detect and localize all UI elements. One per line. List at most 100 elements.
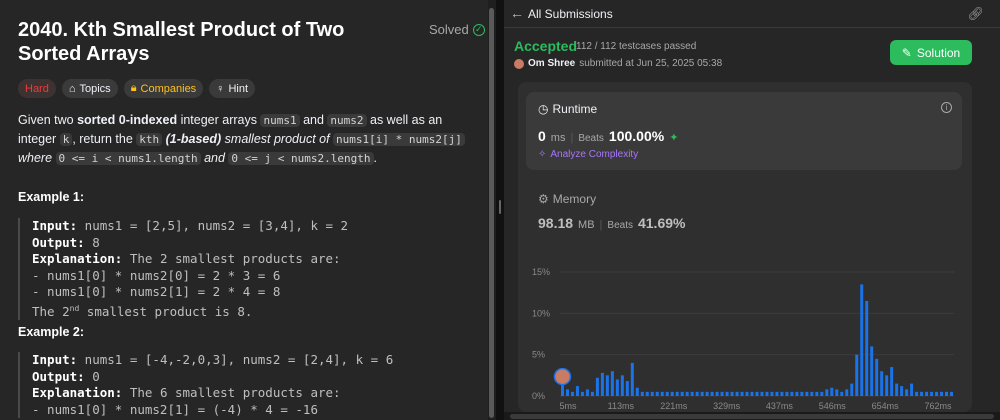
back-arrow-icon[interactable]: ← — [510, 5, 524, 21]
chart-bar[interactable] — [865, 300, 869, 396]
chart-bar[interactable] — [860, 284, 864, 396]
chart-bar[interactable] — [720, 391, 724, 396]
chart-bar[interactable] — [560, 383, 564, 396]
chart-bar[interactable] — [590, 391, 594, 396]
chart-bar[interactable] — [805, 391, 809, 396]
chart-bar[interactable] — [895, 383, 899, 396]
chart-bar[interactable] — [770, 391, 774, 396]
chart-bar[interactable] — [710, 391, 714, 396]
chart-bar[interactable] — [820, 391, 824, 396]
chart-bar[interactable] — [830, 387, 834, 396]
chart-bar[interactable] — [630, 362, 634, 396]
chart-bar[interactable] — [730, 391, 734, 396]
chart-bar[interactable] — [920, 391, 924, 396]
chart-bar[interactable] — [740, 391, 744, 396]
chart-bar[interactable] — [670, 391, 674, 396]
desc-text: as well as an integer — [18, 113, 443, 146]
chart-bar[interactable] — [795, 391, 799, 396]
runtime-card[interactable]: ◷ Runtime i 0 ms | Beats 100.00% ✦ ✧ Ana… — [526, 92, 962, 170]
desc-text: Given two — [18, 113, 78, 127]
solution-button[interactable]: ✎ Solution — [890, 40, 972, 65]
chart-bar[interactable] — [760, 391, 764, 396]
chart-bar[interactable] — [790, 391, 794, 396]
chart-bar[interactable] — [785, 391, 789, 396]
chart-bar[interactable] — [650, 391, 654, 396]
chart-bar[interactable] — [845, 389, 849, 396]
chart-bar[interactable] — [580, 391, 584, 396]
chart-bar[interactable] — [780, 391, 784, 396]
chart-bar[interactable] — [675, 391, 679, 396]
chart-bar[interactable] — [880, 371, 884, 396]
chart-bar[interactable] — [660, 391, 664, 396]
chart-bar[interactable] — [815, 391, 819, 396]
chart-bar[interactable] — [825, 389, 829, 396]
chart-bar[interactable] — [595, 377, 599, 396]
chart-bar[interactable] — [680, 391, 684, 396]
check-circle-icon: ✓ — [472, 23, 485, 36]
chart-bar[interactable] — [800, 391, 804, 396]
chart-bar[interactable] — [910, 383, 914, 396]
chart-bar[interactable] — [685, 391, 689, 396]
chart-bar[interactable] — [905, 389, 909, 396]
chart-bar[interactable] — [715, 391, 719, 396]
chart-bar[interactable] — [565, 389, 569, 396]
chart-bar[interactable] — [585, 389, 589, 396]
chart-bar[interactable] — [885, 375, 889, 396]
chart-bar[interactable] — [850, 383, 854, 396]
chart-bar[interactable] — [665, 391, 669, 396]
chart-bar[interactable] — [610, 371, 614, 396]
chart-bar[interactable] — [575, 386, 579, 396]
chart-bar[interactable] — [690, 391, 694, 396]
chart-bar[interactable] — [810, 391, 814, 396]
drag-handle-icon[interactable] — [499, 200, 501, 214]
author-name[interactable]: Om Shree — [528, 58, 576, 69]
link-icon[interactable]: 🔗︎ — [967, 6, 984, 21]
all-submissions-link[interactable]: All Submissions — [528, 7, 613, 21]
chart-bar[interactable] — [725, 391, 729, 396]
chart-bar[interactable] — [890, 367, 894, 396]
chart-bar[interactable] — [655, 391, 659, 396]
avatar[interactable] — [514, 58, 524, 69]
chart-bar[interactable] — [620, 375, 624, 396]
chart-bar[interactable] — [640, 391, 644, 396]
chart-bar[interactable] — [600, 372, 604, 396]
bottom-scrollbar-thumb[interactable] — [510, 414, 994, 419]
chart-bar[interactable] — [705, 391, 709, 396]
hint-tag[interactable]: ♀ Hint — [209, 79, 255, 98]
chart-bar[interactable] — [935, 391, 939, 396]
chart-bar[interactable] — [940, 391, 944, 396]
chart-bar[interactable] — [605, 375, 609, 396]
chart-bar[interactable] — [615, 379, 619, 396]
chart-bar[interactable] — [835, 389, 839, 396]
chart-bar[interactable] — [930, 391, 934, 396]
chart-bar[interactable] — [840, 391, 844, 396]
chart-bar[interactable] — [745, 391, 749, 396]
chart-bar[interactable] — [870, 346, 874, 396]
chart-bar[interactable] — [755, 391, 759, 396]
chart-bar[interactable] — [750, 391, 754, 396]
runtime-distribution-chart[interactable]: 15% 10% 5% 0% 5ms 113ms 221ms 329ms 437ms 546ms 65… — [524, 262, 964, 412]
chart-bar[interactable] — [765, 391, 769, 396]
chart-bar[interactable] — [855, 354, 859, 396]
chart-bar[interactable] — [700, 391, 704, 396]
chart-bar[interactable] — [945, 391, 949, 396]
chart-bar[interactable] — [570, 391, 574, 396]
chart-bar[interactable] — [625, 381, 629, 396]
info-icon[interactable]: i — [941, 102, 952, 113]
chart-bar[interactable] — [775, 391, 779, 396]
chart-bar[interactable] — [900, 386, 904, 396]
chart-bar[interactable] — [695, 391, 699, 396]
chart-bar[interactable] — [645, 391, 649, 396]
left-scrollbar-thumb[interactable] — [489, 8, 494, 418]
analyze-complexity-link[interactable]: ✧ Analyze Complexity — [538, 149, 638, 160]
chart-bar[interactable] — [875, 358, 879, 396]
chart-bar[interactable] — [925, 391, 929, 396]
chart-bar[interactable] — [915, 391, 919, 396]
companies-tag[interactable]: 🔒︎ Companies — [123, 79, 204, 98]
memory-heading[interactable]: ⚙ Memory — [538, 192, 596, 206]
chart-bar[interactable] — [735, 391, 739, 396]
chart-bar[interactable] — [635, 387, 639, 396]
topics-tag[interactable]: ⌂ Topics — [61, 79, 118, 98]
my-submission-marker[interactable] — [553, 367, 572, 386]
chart-bar[interactable] — [950, 391, 954, 396]
